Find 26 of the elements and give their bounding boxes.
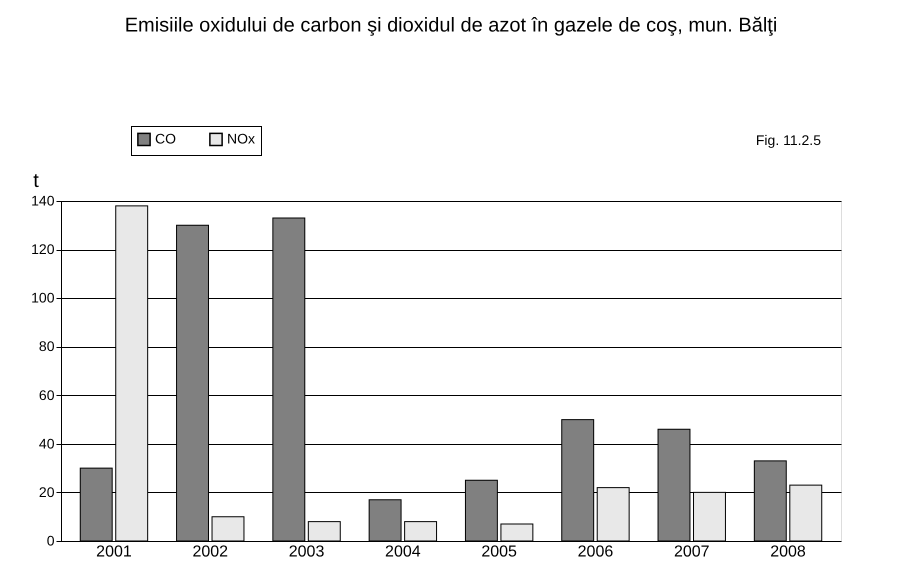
caption: Fig. 11.2.5 bbox=[756, 132, 822, 148]
y-axis-title: t bbox=[33, 170, 40, 192]
y-tick-label: 140 bbox=[31, 192, 55, 208]
legend-label: CO bbox=[155, 130, 176, 146]
x-tick-label: 2008 bbox=[770, 544, 806, 560]
y-tick-label: 100 bbox=[31, 290, 55, 306]
y-tick-label: 40 bbox=[38, 435, 55, 452]
x-tick-label: 2001 bbox=[96, 544, 132, 560]
x-tick-label: 2005 bbox=[481, 544, 518, 560]
bar bbox=[368, 499, 402, 542]
x-tick-label: 2004 bbox=[385, 544, 421, 560]
legend-label: NOx bbox=[227, 130, 255, 146]
y-tick-label: 120 bbox=[31, 241, 55, 258]
bar bbox=[308, 521, 341, 542]
bar bbox=[500, 524, 534, 542]
y-tick-label: 60 bbox=[38, 386, 55, 403]
y-tick-label: 20 bbox=[38, 484, 55, 500]
y-tick-label: 80 bbox=[38, 338, 55, 354]
bar bbox=[404, 521, 438, 542]
y-tick-label: 0 bbox=[46, 532, 55, 548]
chart-title: Emisiile oxidului de carbon şi dioxidul de azot în gazele de coş, mun. Bălţi bbox=[124, 14, 778, 36]
x-tick-label: 2002 bbox=[192, 544, 228, 560]
bar bbox=[212, 516, 244, 542]
x-tick-label: 2003 bbox=[288, 544, 324, 560]
x-tick-label: 2007 bbox=[674, 544, 710, 560]
x-tick-label: 2006 bbox=[578, 544, 614, 560]
